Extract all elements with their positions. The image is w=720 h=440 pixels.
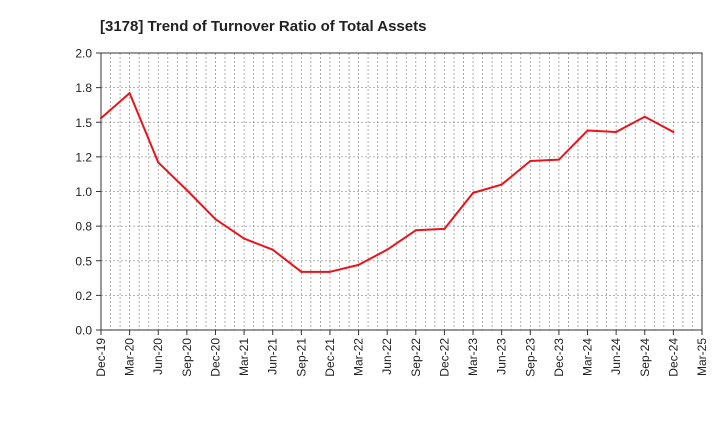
data-point: [357, 263, 360, 266]
y-axis-ticks: 0.0 0.2 0.5 0.8 1.0 1.2 1.5 1.8 2.0: [75, 47, 101, 338]
data-point: [128, 92, 131, 95]
data-point: [472, 191, 475, 194]
data-point: [271, 248, 274, 251]
x-tick-label: Mar-24: [581, 338, 595, 376]
data-point: [615, 130, 618, 133]
x-tick-label: Dec-21: [323, 338, 337, 377]
data-point: [100, 117, 102, 120]
x-tick-label: Mar-22: [352, 338, 366, 376]
x-tick-label: Jun-20: [151, 338, 165, 375]
data-point: [586, 129, 589, 132]
y-tick-label: 1.5: [75, 116, 92, 130]
data-point: [672, 130, 675, 133]
x-tick-label: Jun-22: [380, 338, 394, 375]
chart-title: [3178] Trend of Turnover Ratio of Total …: [100, 18, 426, 35]
x-tick-label: Mar-21: [237, 338, 251, 376]
y-tick-label: 0.2: [75, 289, 92, 303]
y-tick-label: 2.0: [75, 47, 92, 61]
series-group: [100, 92, 675, 273]
x-tick-label: Jun-24: [609, 338, 623, 375]
data-point: [500, 183, 503, 186]
x-tick-label: Dec-19: [94, 338, 108, 377]
x-tick-label: Sep-23: [523, 338, 537, 377]
data-point: [243, 237, 246, 240]
x-tick-label: Jun-23: [495, 338, 509, 375]
data-point: [414, 229, 417, 232]
x-axis-ticks: Dec-19 Mar-20 Jun-20 Sep-20 Dec-20 Mar-21 Jun-…: [94, 330, 709, 377]
x-tick-label: Dec-23: [552, 338, 566, 377]
x-tick-label: Jun-21: [266, 338, 280, 375]
x-tick-label: Sep-21: [294, 338, 308, 377]
x-tick-label: Mar-20: [123, 338, 137, 376]
y-tick-label: 1.2: [75, 150, 92, 164]
data-point: [300, 270, 303, 273]
grid-lines: [101, 53, 702, 330]
data-point: [643, 115, 646, 118]
data-point: [386, 248, 389, 251]
y-tick-label: 0.8: [75, 220, 92, 234]
data-point: [185, 189, 188, 192]
data-point: [157, 161, 160, 164]
x-tick-label: Sep-22: [409, 338, 423, 377]
data-point: [443, 227, 446, 230]
x-tick-label: Dec-24: [666, 338, 680, 377]
x-tick-label: Sep-24: [638, 338, 652, 377]
data-point: [529, 160, 532, 163]
x-tick-label: Dec-20: [208, 338, 222, 377]
x-tick-label: Dec-22: [437, 338, 451, 377]
x-tick-label: Mar-25: [695, 338, 709, 376]
x-tick-label: Mar-23: [466, 338, 480, 376]
y-tick-label: 0.0: [75, 324, 92, 338]
data-point: [214, 218, 217, 221]
data-point: [328, 270, 331, 273]
y-tick-label: 0.5: [75, 254, 92, 268]
y-tick-label: 1.8: [75, 81, 92, 95]
x-tick-label: Sep-20: [180, 338, 194, 377]
data-point: [557, 158, 560, 161]
y-tick-label: 1.0: [75, 185, 92, 199]
